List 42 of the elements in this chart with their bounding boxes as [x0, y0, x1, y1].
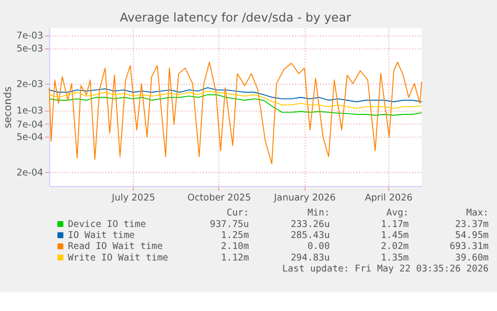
- text: Max:: [466, 208, 489, 219]
- y-tick-label: 1e-03: [16, 106, 44, 117]
- text: 1.35m: [380, 252, 410, 264]
- line-series: [48, 94, 422, 116]
- y-tick-label: 5e-04: [16, 132, 44, 144]
- text: 294.83u: [290, 252, 330, 264]
- y-tick-label: 2e-03: [16, 78, 44, 90]
- text: 39.60m: [455, 252, 490, 264]
- line-series: [48, 87, 422, 102]
- text: 937.75u: [210, 218, 249, 230]
- chart-title: Average latency for /dev/sda - by year: [120, 10, 352, 25]
- text: 54.95m: [455, 230, 490, 241]
- text: 1.45m: [380, 230, 410, 241]
- text: 0.00: [307, 241, 330, 252]
- line-series: [48, 62, 422, 164]
- text: 2.02m: [380, 241, 410, 252]
- text: 2.10m: [221, 241, 250, 252]
- y-tick-label: 7e-03: [16, 30, 44, 42]
- text: 1.17m: [380, 218, 410, 230]
- legend-label: Write IO Wait time: [68, 252, 169, 264]
- x-tick-label: January 2026: [273, 192, 336, 204]
- text: 233.26u: [290, 218, 330, 230]
- text: 23.37m: [455, 218, 490, 230]
- text: Last update: Fri May 22 03:35:26 2026: [282, 263, 489, 274]
- text: 693.31m: [450, 241, 490, 252]
- y-tick-label: 7e-04: [16, 119, 44, 130]
- text: 1.12m: [221, 252, 250, 264]
- y-axis-title: seconds: [2, 86, 14, 128]
- text: 285.43u: [290, 230, 330, 241]
- line-series: [48, 90, 422, 109]
- text: Min:: [307, 208, 330, 219]
- x-tick-label: October 2025: [187, 192, 252, 204]
- text: Cur:: [226, 208, 249, 219]
- legend-label: Device IO time: [68, 218, 146, 230]
- legend-label: IO Wait time: [68, 230, 136, 241]
- x-tick-label: April 2026: [364, 192, 413, 204]
- x-tick-label: July 2025: [110, 192, 156, 204]
- text: Avg:: [386, 208, 409, 219]
- legend-label: Read IO Wait time: [68, 241, 164, 252]
- text: 1.25m: [221, 230, 250, 241]
- y-tick-label: 5e-03: [16, 44, 44, 55]
- y-tick-label: 2e-04: [16, 167, 44, 178]
